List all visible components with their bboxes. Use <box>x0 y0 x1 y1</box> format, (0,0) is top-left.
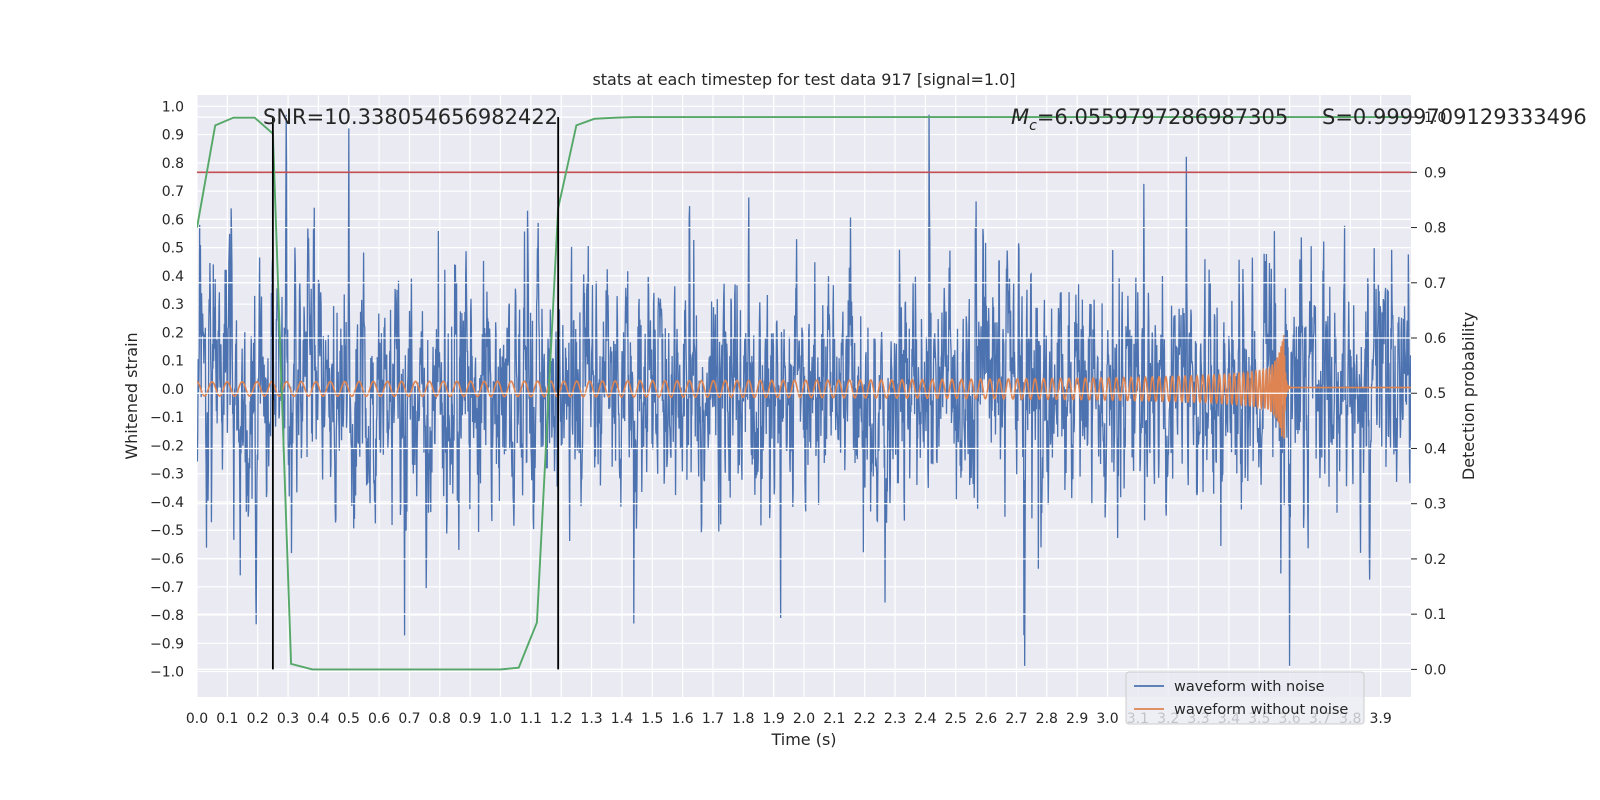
x-tick-label: 2.8 <box>1036 711 1058 727</box>
x-tick-label: 1.4 <box>611 711 633 727</box>
x-tick-label: 1.6 <box>671 711 693 727</box>
x-tick-label: 3.0 <box>1096 711 1118 727</box>
series-waveform-with-noise <box>197 114 1411 666</box>
y-tick-label-left: −0.5 <box>150 523 184 539</box>
x-tick-label: 0.0 <box>186 711 208 727</box>
x-tick-label: 2.4 <box>914 711 936 727</box>
x-tick-label: 0.2 <box>247 711 269 727</box>
y-tick-label-left: −0.9 <box>150 636 184 652</box>
y-tick-label-left: 0.5 <box>162 241 184 257</box>
x-tick-label: 0.6 <box>368 711 390 727</box>
x-tick-label: 1.9 <box>763 711 785 727</box>
x-tick-label: 0.7 <box>398 711 420 727</box>
x-tick-label: 2.7 <box>1005 711 1027 727</box>
y-tick-label-left: 0.7 <box>162 184 184 200</box>
legend-label-waveform-with-noise: waveform with noise <box>1174 679 1325 695</box>
legend-box <box>1125 671 1365 725</box>
x-tick-label: 2.9 <box>1066 711 1088 727</box>
y-tick-label-left: −0.8 <box>150 608 184 624</box>
y-tick-label-left: 0.2 <box>162 325 184 341</box>
x-tick-label: 1.2 <box>550 711 572 727</box>
y-tick-label-left: −0.6 <box>150 552 184 568</box>
data-layer <box>197 114 1411 671</box>
y-tick-label-left: −0.2 <box>150 438 184 454</box>
y-tick-label-left: 0.8 <box>162 156 184 172</box>
y-tick-label-right: 0.8 <box>1424 221 1446 237</box>
y-tick-label-right: 0.7 <box>1424 276 1446 292</box>
x-tick-label: 0.9 <box>459 711 481 727</box>
y-tick-label-left: 0.0 <box>162 382 184 398</box>
y-tick-label-right: 0.6 <box>1424 331 1446 347</box>
annotation-chirp-mass-value: =6.0559797286987305 <box>1037 105 1288 129</box>
x-tick-label: 0.5 <box>338 711 360 727</box>
y-axis-label-left: Whitened strain <box>122 332 141 459</box>
series-detection-probability <box>197 116 1408 671</box>
x-tick-label: 2.0 <box>793 711 815 727</box>
y-tick-label-left: 0.4 <box>162 269 184 285</box>
x-tick-label: 1.5 <box>641 711 663 727</box>
x-tick-label: 2.1 <box>823 711 845 727</box>
x-tick-label: 0.4 <box>307 711 329 727</box>
x-tick-label: 0.1 <box>216 711 238 727</box>
x-tick-label: 0.8 <box>429 711 451 727</box>
y-tick-label-right: 0.0 <box>1424 662 1446 678</box>
x-tick-label: 2.6 <box>975 711 997 727</box>
y-tick-label-left: 0.9 <box>162 128 184 144</box>
y-tick-label-right: 0.2 <box>1424 552 1446 568</box>
y-tick-label-left: −0.7 <box>150 580 184 596</box>
y-tick-label-left: −0.3 <box>150 467 184 483</box>
y-tick-label-right: 0.9 <box>1424 165 1446 181</box>
x-tick-label: 2.3 <box>884 711 906 727</box>
y-tick-label-right: 0.3 <box>1424 497 1446 513</box>
x-tick-label: 1.3 <box>580 711 602 727</box>
x-tick-label: 0.3 <box>277 711 299 727</box>
x-tick-label: 1.0 <box>489 711 511 727</box>
annotation-chirp-mass-subscript: c <box>1029 118 1037 134</box>
x-tick-label: 2.5 <box>945 711 967 727</box>
y-tick-label-left: 0.3 <box>162 297 184 313</box>
x-tick-label: 1.8 <box>732 711 754 727</box>
y-tick-label-left: 1.0 <box>162 99 184 115</box>
y-tick-label-left: 0.1 <box>162 354 184 370</box>
y-tick-label-left: −0.1 <box>150 410 184 426</box>
annotation-chirp-mass-symbol: M <box>1011 105 1029 129</box>
y-tick-label-right: 0.5 <box>1424 386 1446 402</box>
y-axis-label-right: Detection probability <box>1459 312 1478 480</box>
legend: waveform with noise waveform without noi… <box>1125 671 1365 725</box>
x-tick-label: 3.9 <box>1370 711 1392 727</box>
y-tick-label-left: −0.4 <box>150 495 184 511</box>
annotation-score: S=0.9999709129333496 <box>1322 105 1587 129</box>
y-tick-label-right: 0.4 <box>1424 441 1446 457</box>
annotation-chirp-mass: Mc=6.0559797286987305 <box>1011 105 1288 134</box>
series-waveform-without-noise <box>197 335 1411 439</box>
y-tick-label-right: 0.1 <box>1424 607 1446 623</box>
x-tick-label: 1.1 <box>520 711 542 727</box>
y-tick-label-right: 1.0 <box>1424 110 1446 126</box>
x-axis-label: Time (s) <box>770 730 836 749</box>
chart-title: stats at each timestep for test data 917… <box>592 70 1015 89</box>
x-tick-label: 2.2 <box>854 711 876 727</box>
legend-label-waveform-without-noise: waveform without noise <box>1174 702 1348 718</box>
y-tick-label-left: −1.0 <box>150 665 184 681</box>
x-tick-label: 1.7 <box>702 711 724 727</box>
annotation-snr: SNR=10.338054656982422 <box>263 105 558 129</box>
y-tick-label-left: 0.6 <box>162 212 184 228</box>
